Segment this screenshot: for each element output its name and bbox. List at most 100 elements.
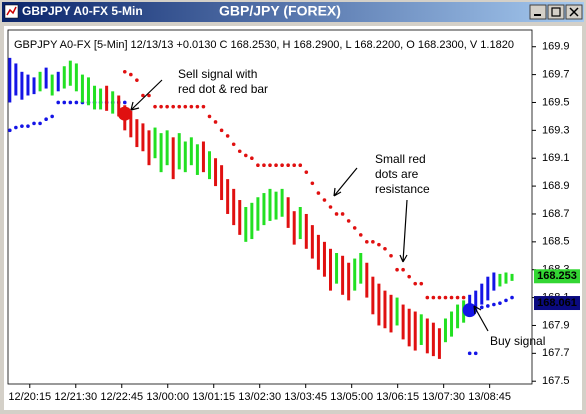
stop-dot — [437, 295, 442, 300]
x-tick-label: 13/07:30 — [422, 391, 465, 403]
stop-dot — [207, 114, 212, 119]
x-tick-label: 13/05:00 — [330, 391, 373, 403]
y-tick-label: 169.9 — [542, 41, 570, 53]
maximize-button[interactable] — [547, 4, 565, 20]
stop-dot — [250, 156, 254, 161]
stop-dot — [413, 281, 418, 286]
annotation-arrow — [130, 79, 163, 111]
stop-dot — [32, 121, 36, 126]
stop-dot — [304, 170, 309, 174]
y-tick-label: 169.1 — [542, 152, 570, 164]
stop-dot — [431, 295, 436, 300]
stop-dot — [419, 281, 424, 286]
stop-dot — [310, 181, 315, 186]
stop-dot — [389, 253, 393, 258]
marks: 167.5167.7167.9168.1168.3168.5168.7168.9… — [8, 41, 580, 403]
stop-dot — [122, 100, 127, 105]
stop-dot — [68, 100, 73, 105]
stop-dot — [371, 240, 375, 244]
stop-dot — [122, 70, 127, 74]
y-tick-label: 169.7 — [542, 69, 570, 81]
annotation-arrow — [333, 167, 358, 197]
stop-dot — [8, 128, 12, 133]
y-tick-label: 168.9 — [542, 180, 570, 192]
stop-dot — [473, 351, 478, 356]
stop-dot — [44, 117, 48, 121]
annotation-text: Small red — [375, 152, 426, 166]
last-price-box — [534, 296, 580, 311]
stop-dot — [486, 304, 490, 308]
stop-dot — [504, 298, 508, 303]
stop-dot — [135, 78, 139, 82]
annotation-arrow — [399, 199, 408, 263]
stop-dot — [383, 247, 387, 251]
stop-dot — [449, 295, 454, 300]
annotation-text: Buy signal — [490, 334, 545, 348]
annotation-text: Sell signal with — [178, 67, 257, 81]
stop-dot — [262, 163, 266, 167]
stop-dot — [62, 100, 67, 105]
stop-dot — [237, 149, 242, 154]
stop-dot — [243, 153, 248, 158]
x-tick-label: 13/08:45 — [468, 391, 511, 403]
x-tick-label: 13/06:15 — [376, 391, 419, 403]
stop-dot — [165, 104, 169, 109]
stop-dot — [177, 104, 182, 109]
stop-dot — [407, 274, 411, 279]
stop-dot — [195, 104, 200, 109]
stop-dot — [377, 242, 381, 247]
stop-dot — [334, 212, 339, 216]
close-glyph — [569, 7, 579, 17]
y-tick-label: 168.5 — [542, 236, 570, 248]
stop-dot — [358, 233, 363, 237]
chart-title: GBP/JPY (FOREX) — [219, 3, 341, 19]
y-tick-label: 167.5 — [542, 375, 570, 387]
annotation-text: dots are — [375, 167, 419, 181]
signal-marker — [462, 303, 477, 318]
x-tick-label: 12/22:45 — [100, 391, 143, 403]
stop-dot — [225, 134, 230, 138]
last-price-label: 168.061 — [537, 297, 577, 309]
stop-dot — [425, 295, 430, 300]
stop-dot — [268, 163, 272, 167]
x-tick-label: 13/02:30 — [238, 391, 281, 403]
stop-dot — [256, 163, 260, 167]
stop-dot — [498, 301, 502, 305]
minimize-button[interactable] — [529, 4, 547, 20]
stop-dot — [231, 142, 236, 147]
stop-dot — [14, 125, 18, 130]
stop-dot — [298, 163, 303, 167]
stop-dot — [201, 104, 206, 109]
x-tick-label: 12/21:30 — [54, 391, 97, 403]
annotation-text: resistance — [375, 182, 430, 196]
window-buttons — [529, 4, 583, 20]
x-tick-label: 13/00:00 — [146, 391, 189, 403]
y-tick-label: 167.7 — [542, 347, 570, 359]
annotation-text: red dot & red bar — [178, 82, 268, 96]
stop-dot — [38, 121, 42, 126]
stop-dot — [50, 114, 54, 119]
stop-dot — [26, 124, 30, 128]
stop-dot — [401, 267, 405, 272]
app-icon-glyph — [6, 6, 17, 16]
last-price-box — [534, 269, 580, 284]
stop-dot — [322, 198, 327, 202]
signal-marker — [117, 106, 132, 121]
x-tick-label: 13/03:45 — [284, 391, 327, 403]
stop-dot — [286, 163, 290, 167]
stop-dot — [479, 305, 484, 310]
title-bar — [2, 2, 584, 22]
stop-dot — [141, 93, 145, 98]
x-tick-label: 12/20:15 — [8, 391, 51, 403]
stop-dot — [280, 163, 284, 167]
maximize-glyph — [551, 7, 561, 17]
stop-dot — [316, 191, 321, 195]
stop-dot — [461, 295, 466, 300]
stop-dot — [219, 128, 224, 133]
stop-dot — [20, 124, 24, 128]
stop-dot — [74, 100, 79, 105]
y-tick-label: 169.5 — [542, 96, 570, 108]
stop-dot — [492, 302, 496, 307]
stop-dot — [365, 240, 369, 244]
stop-dot — [274, 163, 278, 167]
